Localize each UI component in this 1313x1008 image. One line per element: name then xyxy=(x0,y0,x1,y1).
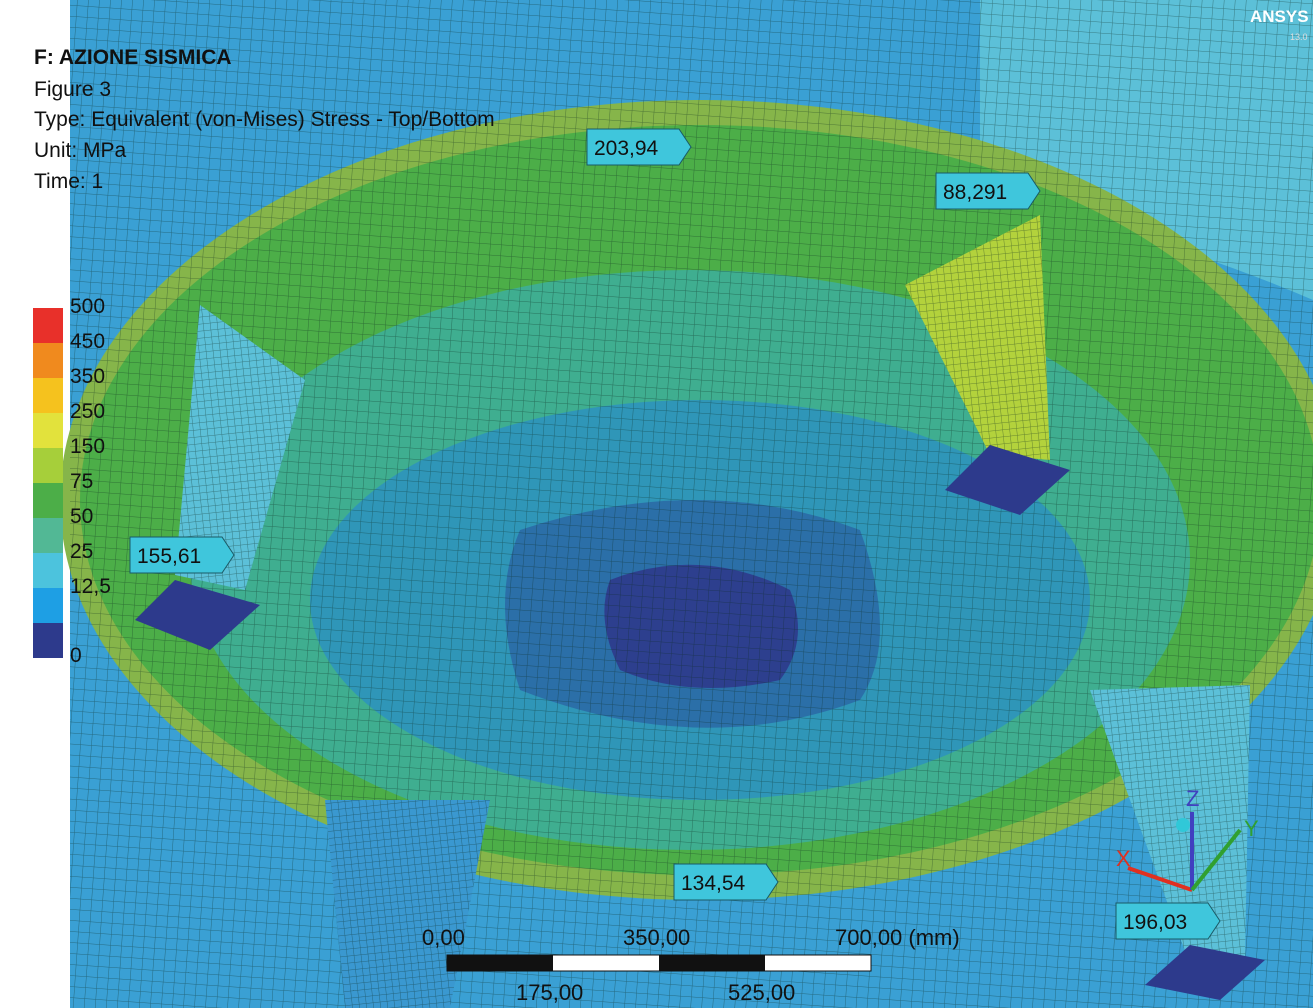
legend-label: 450 xyxy=(70,330,105,353)
scale-label: 350,00 xyxy=(623,925,690,950)
probe-label: 196,03 xyxy=(1123,911,1187,934)
probe-callout xyxy=(673,863,779,901)
legend-swatch xyxy=(33,588,63,623)
scale-bar: 0,00 350,00 700,00 (mm) 175,00 525,00 xyxy=(422,925,960,1005)
probe-label: 134,54 xyxy=(681,872,746,895)
figure: Figure 3 xyxy=(34,78,111,101)
axis-label: X xyxy=(1116,846,1131,871)
probes: 203,94 88,291 155,61 134,54 196,03 xyxy=(129,128,1221,940)
legend-label: 75 xyxy=(70,470,93,493)
legend-label: 12,5 xyxy=(70,575,111,598)
probe-label: 155,61 xyxy=(137,545,201,568)
legend-label: 0 xyxy=(70,644,82,667)
legend-swatch xyxy=(33,413,63,448)
title: F: AZIONE SISMICA xyxy=(34,46,232,69)
logo: ANSYS xyxy=(1250,7,1309,26)
legend-swatch xyxy=(33,553,63,588)
model xyxy=(60,0,1313,1008)
legend-swatch xyxy=(33,518,63,553)
scale-label: 175,00 xyxy=(516,980,583,1005)
axis-label: Z xyxy=(1186,786,1199,811)
probe-callout xyxy=(586,128,692,166)
scale-label: 525,00 xyxy=(728,980,795,1005)
result-type: Type: Equivalent (von-Mises) Stress - To… xyxy=(34,108,495,131)
legend-swatch xyxy=(33,448,63,483)
legend-label: 250 xyxy=(70,400,105,423)
unit: Unit: MPa xyxy=(34,139,127,162)
probe-label: 203,94 xyxy=(594,137,659,160)
legs xyxy=(135,215,1265,1008)
legend-swatch xyxy=(33,483,63,518)
legend-label: 500 xyxy=(70,295,105,318)
probe-callout xyxy=(935,172,1041,210)
legend: 500 450 350 250 150 75 50 25 12,5 0 xyxy=(33,295,111,667)
scale-label: 700,00 (mm) xyxy=(835,925,960,950)
legend-swatch xyxy=(33,623,63,658)
legend-label: 350 xyxy=(70,365,105,388)
legend-label: 25 xyxy=(70,540,93,563)
legend-label: 150 xyxy=(70,435,105,458)
probe-label: 88,291 xyxy=(943,181,1007,204)
legend-swatch xyxy=(33,343,63,378)
probe-callout xyxy=(1115,902,1221,940)
legend-swatch xyxy=(33,308,63,343)
legend-label: 50 xyxy=(70,505,93,528)
axis-label: Y xyxy=(1244,816,1259,841)
axis-triad: X Y Z xyxy=(1116,786,1259,892)
legend-swatch xyxy=(33,378,63,413)
logo-version: 13.0 xyxy=(1290,32,1308,42)
probe-callout xyxy=(129,536,235,574)
time: Time: 1 xyxy=(34,170,103,193)
scale-label: 0,00 xyxy=(422,925,465,950)
